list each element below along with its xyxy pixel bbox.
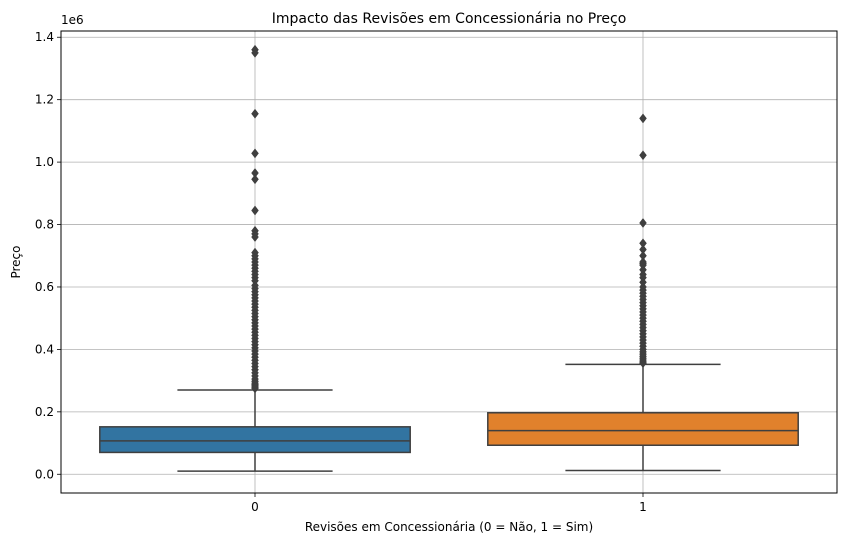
y-offset-label: 1e6	[61, 13, 84, 27]
iqr-box	[487, 412, 799, 446]
x-tick-label: 0	[251, 500, 259, 514]
x-tick-label: 1	[639, 500, 647, 514]
outlier-point	[251, 383, 259, 394]
y-tick-label: 0.6	[35, 280, 54, 294]
box-layer	[99, 44, 799, 472]
outlier-point	[251, 47, 259, 58]
y-tick-label: 0.2	[35, 405, 54, 419]
box-1	[487, 113, 799, 472]
y-tick-label: 1.0	[35, 155, 54, 169]
y-tick-label: 1.2	[35, 93, 54, 107]
outlier-point	[639, 150, 647, 161]
outlier-point	[251, 148, 259, 159]
y-tick-label: 0.4	[35, 342, 54, 356]
iqr-box	[99, 426, 411, 454]
outlier-point	[251, 108, 259, 119]
plot-frame	[60, 30, 838, 494]
outlier-point	[639, 218, 647, 228]
y-tick-label: 0.8	[35, 218, 54, 232]
chart-title: Impacto das Revisões em Concessionária n…	[272, 11, 627, 27]
outlier-point	[251, 174, 259, 185]
y-tick-label: 0.0	[35, 467, 54, 481]
outlier-point	[639, 358, 647, 369]
outlier-point	[639, 113, 647, 124]
axes: 0.0 0.2 0.4 0.6 0.8 1.0 1.2 1.4 0 1	[35, 30, 647, 514]
y-tick-label: 1.4	[35, 30, 54, 44]
outlier-point	[251, 205, 259, 216]
y-axis-label: Preço	[9, 245, 23, 278]
x-axis-label: Revisões em Concessionária (0 = Não, 1 =…	[305, 520, 593, 534]
box-0	[99, 44, 411, 472]
outlier-point	[251, 232, 259, 242]
